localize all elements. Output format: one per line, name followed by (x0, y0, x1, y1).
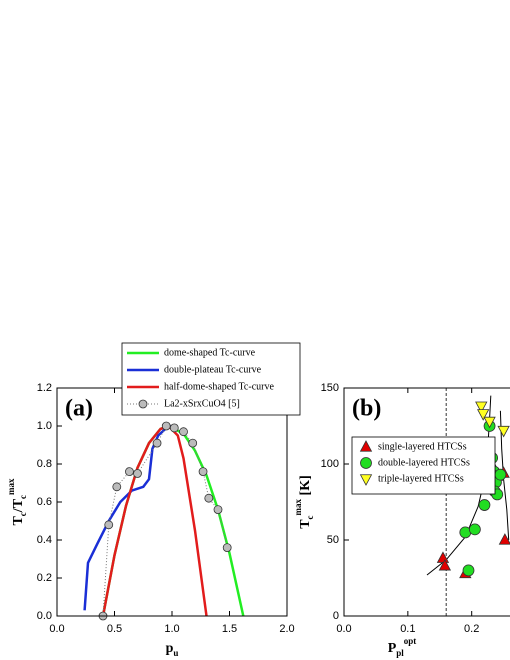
legend-marker (138, 399, 148, 409)
legend-label: double-layered HTCSs (378, 457, 470, 468)
label-part: [K] (298, 475, 313, 499)
y-tick-label: 1.2 (37, 382, 52, 394)
y-tick-label: 1.0 (37, 420, 52, 432)
data-point (179, 427, 188, 437)
plot-area (83, 421, 245, 621)
series-line (83, 424, 179, 611)
data-point (438, 558, 452, 571)
y-tick-label: 150 (321, 382, 339, 394)
label-part: max (6, 478, 16, 495)
legend-label: dome-shaped Tc-curve (164, 347, 256, 358)
label-part: u (173, 648, 178, 658)
x-tick-label: 2.0 (279, 623, 294, 635)
legend-label: double-plateau Tc-curve (164, 364, 262, 375)
label-part: c (305, 515, 315, 519)
panel-label: (b) (352, 396, 381, 422)
data-point (198, 467, 208, 477)
y-tick-label: 0.0 (37, 610, 52, 622)
y-tick-label: 50 (327, 534, 339, 546)
data-point (112, 482, 122, 492)
y-tick-label: 100 (321, 458, 339, 470)
legend-box (351, 436, 496, 495)
y-tick-label: 0.8 (37, 458, 52, 470)
x-tick-label: 0.0 (336, 623, 351, 635)
legend-label: half-dome-shaped Tc-curve (164, 381, 274, 392)
label-part: T (298, 519, 313, 529)
legend-marker (360, 457, 372, 469)
legend-box (121, 342, 301, 416)
data-point (478, 499, 491, 511)
label-part: P (388, 641, 397, 656)
label-part: opt (404, 636, 417, 646)
x-tick-label: 0.2 (464, 623, 479, 635)
y-axis-label: Tc/Tcmax (6, 478, 28, 526)
legend-marker (359, 440, 373, 452)
x-axis-label: Pplopt (388, 636, 417, 658)
data-point (462, 564, 475, 577)
data-point (125, 467, 134, 477)
data-point (498, 533, 510, 545)
y-tick-label: 0.4 (37, 534, 52, 546)
data-point (104, 520, 114, 530)
y-axis-label: Tcmax [K] (293, 475, 315, 529)
x-tick-label: 1.0 (164, 623, 179, 635)
label-part: p (166, 641, 174, 656)
x-tick-label: 0.0 (49, 623, 64, 635)
x-axis-label: pu (166, 641, 179, 658)
label-part: /T (11, 498, 26, 513)
label-part: max (293, 498, 303, 515)
legend-label: single-layered HTCSs (378, 441, 467, 452)
data-point (475, 401, 488, 414)
data-point (188, 438, 198, 448)
data-point (477, 409, 490, 421)
legend-marker (359, 474, 373, 486)
data-point (468, 523, 481, 536)
data-point (204, 493, 214, 503)
legend-label: triple-layered HTCSs (378, 473, 464, 484)
label-part: c (18, 495, 28, 499)
label-part: c (18, 512, 28, 516)
data-point (133, 469, 142, 478)
x-tick-label: 0.1 (400, 623, 415, 635)
data-point (497, 425, 510, 438)
panel-label: (a) (65, 396, 93, 422)
data-point (161, 421, 171, 431)
data-point (169, 423, 179, 433)
legend-label: La2-xSrxCuO4 [5] (164, 398, 240, 409)
data-point (213, 505, 223, 515)
chart: 0.0 0.1 0.2 0 50 100 150 Pplopt Tcmax [K] (b) sing… (293, 382, 510, 658)
series-line (101, 424, 208, 617)
data-point (494, 468, 507, 481)
axes-frame (343, 387, 510, 617)
label-part: pl (396, 648, 404, 658)
data-point (152, 438, 162, 448)
data-point (222, 543, 232, 552)
y-tick-label: 0.2 (37, 572, 52, 584)
data-point (483, 416, 496, 429)
x-tick-label: 0.5 (107, 623, 122, 635)
chart: 0.0 0.5 1.0 1.5 2.0 0.0 0.2 0.4 0.6 0.8 1.0 1.2 pu Tc… (6, 342, 301, 658)
data-point (436, 551, 450, 563)
y-tick-label: 0.6 (37, 496, 52, 508)
label-part: T (11, 516, 26, 526)
x-tick-label: 1.5 (222, 623, 237, 635)
y-tick-label: 0 (333, 610, 339, 622)
